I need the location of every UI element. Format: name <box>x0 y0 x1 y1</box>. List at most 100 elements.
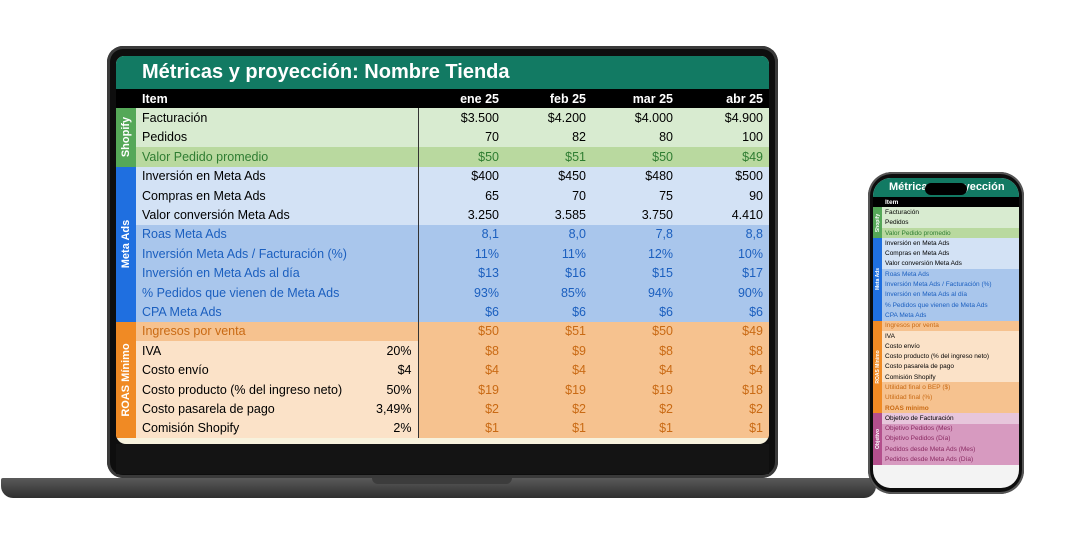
cell-value[interactable]: $4 <box>679 360 769 380</box>
cell-value[interactable]: 4.410 <box>731 208 763 223</box>
phone-row[interactable]: Costo producto (% del ingreso neto) <box>873 351 1019 362</box>
row-extra[interactable] <box>354 205 419 225</box>
header-month[interactable]: feb 25 <box>505 89 592 109</box>
phone-row[interactable]: Shopify Facturación <box>873 207 1019 239</box>
cell-value[interactable]: 11% <box>474 246 499 261</box>
row-label[interactable]: Inversión en Meta Ads al día <box>142 266 300 281</box>
row-label[interactable]: Valor conversión Meta Ads <box>142 208 290 223</box>
cell-value[interactable]: $19 <box>505 379 592 400</box>
cell-value[interactable]: 65 <box>485 188 499 203</box>
cell-value[interactable]: $2 <box>505 399 592 419</box>
cell-value[interactable]: $51 <box>565 149 586 164</box>
row-label[interactable]: Costo pasarela de pago <box>136 399 354 419</box>
cell-value[interactable]: $1 <box>592 418 679 439</box>
phone-row-label[interactable]: Pedidos desde Meta Ads (Día) <box>885 456 974 464</box>
cell-value[interactable]: 70 <box>485 130 499 145</box>
phone-row[interactable]: Pedidos <box>873 217 1019 228</box>
phone-row[interactable]: CPA Meta Ads <box>873 310 1019 321</box>
phone-row[interactable]: ROAS mínimo <box>873 402 1019 414</box>
row-label[interactable]: Pedidos <box>142 130 188 145</box>
table-row[interactable]: Inversión en Meta Ads al día $13 $16 $15… <box>116 263 769 283</box>
row-label[interactable]: CPA Meta Ads <box>142 304 222 319</box>
cell-value[interactable]: 90 <box>749 188 763 203</box>
row-label[interactable]: Valor Pedido promedio <box>142 149 269 164</box>
phone-row[interactable]: ROAS Mínimo Ingresos por venta <box>873 320 1019 414</box>
table-row[interactable]: IVA 20% $8 $9 $8 $8 <box>116 341 769 361</box>
table-row[interactable]: ROAS Mínimo Ingresos por venta $50 $51 $… <box>116 321 769 439</box>
phone-row-label[interactable]: Objetivo Pedidos (Mes) <box>885 425 953 433</box>
cell-value[interactable]: $6 <box>659 304 673 319</box>
cell-value[interactable]: $50 <box>478 149 499 164</box>
table-row[interactable]: CPA Meta Ads $6 $6 $6 $6 <box>116 302 769 322</box>
phone-row[interactable]: Inversión Meta Ads / Facturación (%) <box>873 279 1019 290</box>
cell-value[interactable]: $49 <box>742 324 763 339</box>
row-label[interactable]: Inversión en Meta Ads <box>142 169 266 184</box>
row-extra[interactable] <box>354 185 419 206</box>
cell-value[interactable]: $4 <box>505 360 592 380</box>
table-row[interactable]: Comisión Shopify 2% $1 $1 $1 $1 <box>116 418 769 439</box>
phone-row[interactable]: Inversión en Meta Ads al día <box>873 289 1019 300</box>
phone-row-label[interactable]: Costo producto (% del ingreso neto) <box>885 353 990 361</box>
cell-value[interactable]: $50 <box>478 324 499 339</box>
cell-value[interactable]: $450 <box>558 169 586 184</box>
cell-value[interactable]: $19 <box>592 379 679 400</box>
phone-row-label[interactable]: Inversión en Meta Ads <box>885 239 950 247</box>
phone-row-label[interactable]: Valor conversión Meta Ads <box>885 260 962 268</box>
table-row[interactable]: Costo pasarela de pago 3,49% $2 $2 $2 $2 <box>116 399 769 419</box>
phone-row[interactable]: Valor conversión Meta Ads <box>873 258 1019 270</box>
phone-row-label[interactable]: IVA <box>885 332 895 340</box>
row-extra[interactable]: 3,49% <box>354 399 419 419</box>
cell-value[interactable]: 12% <box>647 246 673 261</box>
cell-value[interactable]: $6 <box>485 304 499 319</box>
cell-value[interactable]: $4.200 <box>547 111 586 126</box>
cell-value[interactable]: 3.750 <box>641 208 673 223</box>
row-extra[interactable] <box>354 282 419 303</box>
row-extra[interactable]: 50% <box>354 379 419 400</box>
row-label[interactable]: Costo producto (% del ingreso neto) <box>136 379 354 400</box>
phone-row-label[interactable]: Roas Meta Ads <box>885 270 930 278</box>
header-month[interactable]: ene 25 <box>418 89 505 109</box>
cell-value[interactable]: 3.585 <box>554 208 586 223</box>
cell-value[interactable]: $18 <box>679 379 769 400</box>
phone-row[interactable]: Meta Ads Inversión en Meta Ads <box>873 238 1019 321</box>
row-label[interactable]: Ingresos por venta <box>142 324 246 339</box>
cell-value[interactable]: $8 <box>679 341 769 361</box>
row-extra[interactable] <box>354 302 419 322</box>
cell-value[interactable]: 100 <box>742 130 763 145</box>
phone-row[interactable]: Utilidad final (%) <box>873 392 1019 403</box>
cell-value[interactable]: $6 <box>749 304 763 319</box>
cell-value[interactable]: 90% <box>737 285 763 300</box>
row-extra[interactable] <box>354 244 419 264</box>
cell-value[interactable]: 8,8 <box>745 227 763 242</box>
cell-value[interactable]: $17 <box>742 266 763 281</box>
phone-row[interactable]: Pedidos desde Meta Ads (Día) <box>873 454 1019 465</box>
cell-value[interactable]: $50 <box>652 149 673 164</box>
table-row[interactable]: Costo producto (% del ingreso neto) 50% … <box>116 379 769 400</box>
cell-value[interactable]: $4.000 <box>634 111 673 126</box>
phone-row[interactable]: Costo envío <box>873 341 1019 352</box>
cell-value[interactable]: $1 <box>418 418 505 439</box>
cell-value[interactable]: $2 <box>592 399 679 419</box>
table-row[interactable]: Shopify Facturación $3.500 $4.200 $4.000… <box>116 108 769 167</box>
cell-value[interactable]: $15 <box>652 266 673 281</box>
phone-row-label[interactable]: Valor Pedido promedio <box>885 229 951 237</box>
cell-value[interactable]: 8,1 <box>481 227 499 242</box>
phone-row-label[interactable]: Pedidos desde Meta Ads (Mes) <box>885 445 976 453</box>
phone-row-label[interactable]: Pedidos <box>885 219 909 227</box>
cell-value[interactable]: 70 <box>572 188 586 203</box>
row-extra[interactable] <box>354 321 419 342</box>
cell-value[interactable]: $51 <box>565 324 586 339</box>
phone-row-label[interactable]: Comisión Shopify <box>885 373 936 381</box>
cell-value[interactable]: $500 <box>735 169 763 184</box>
phone-row-label[interactable]: Facturación <box>885 208 919 216</box>
cell-value[interactable]: $49 <box>742 149 763 164</box>
row-label[interactable]: Inversión Meta Ads / Facturación (%) <box>142 246 347 261</box>
table-row[interactable]: Roas Meta Ads 8,1 8,0 7,8 8,8 <box>116 224 769 245</box>
phone-row-label[interactable]: Ingresos por venta <box>885 322 939 330</box>
cell-value[interactable]: $8 <box>418 341 505 361</box>
row-label[interactable]: Costo envío <box>136 360 354 380</box>
phone-row-label[interactable]: Objetivo Pedidos (Día) <box>885 435 951 443</box>
row-label[interactable]: IVA <box>136 341 354 361</box>
cell-value[interactable]: $480 <box>645 169 673 184</box>
phone-row-label[interactable]: Inversión Meta Ads / Facturación (%) <box>885 281 992 289</box>
